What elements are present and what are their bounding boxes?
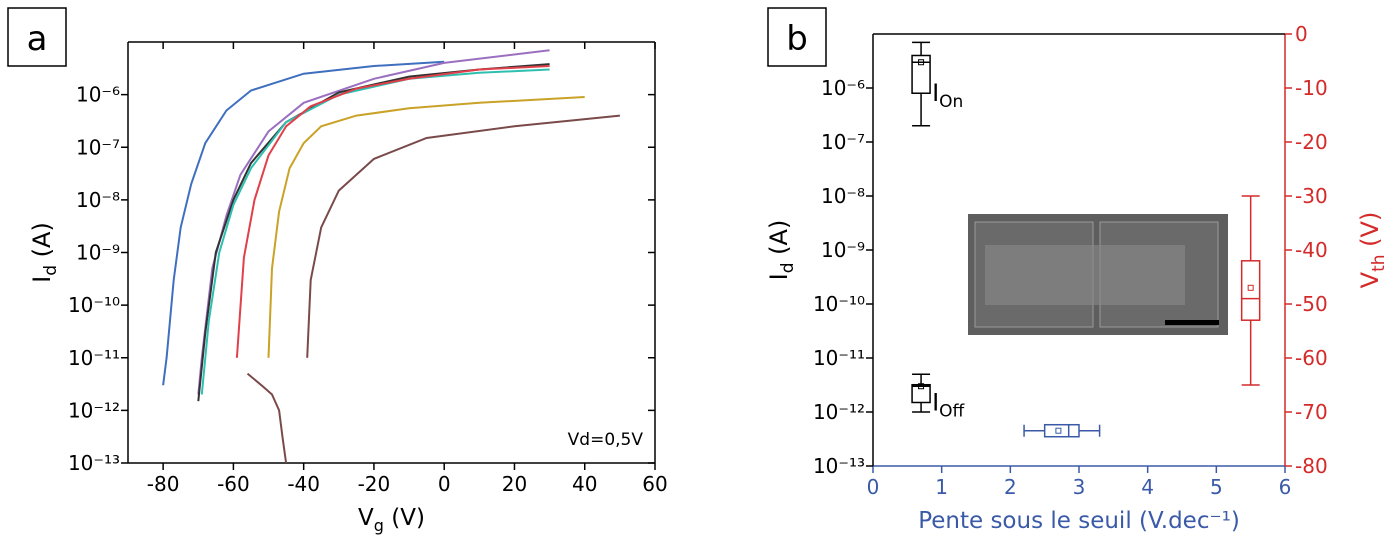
panel-label-box [767,7,827,67]
x-tick-label: 60 [642,472,667,496]
x-tick-label: -20 [358,472,391,496]
curve [200,68,550,395]
y2-tick-label: -80 [1295,454,1328,478]
inset-image [968,214,1228,335]
y2-tick-label: -20 [1295,130,1328,154]
mean [1247,284,1254,291]
axis-label: Vg (V) [358,505,425,535]
axis-label: IOn [932,79,963,112]
x-tick-label: 0 [438,472,451,496]
x-tick-label: 1 [935,475,948,499]
label-sub: Off [939,401,965,421]
y2-tick-label: -30 [1295,184,1328,208]
label-tail: (A) [28,222,56,265]
x-tick-label: 40 [572,472,597,496]
y-tick-label: 10⁻⁶ [821,76,865,100]
y-tick-label: 10⁻¹¹ [813,346,865,370]
box [1043,423,1080,438]
label-text: I [932,79,939,107]
y2-tick-label: -60 [1295,346,1328,370]
y-tick-label: 10⁻⁹ [76,241,120,265]
axis-label: IOff [932,388,965,421]
mean [918,59,925,66]
panel-label: b [786,19,808,59]
y2-tick-label: -10 [1295,76,1328,100]
x-tick-label: -40 [287,472,320,496]
axis-label: Vth (V) [1356,212,1389,289]
y-tick-label: 10⁻⁸ [821,184,865,208]
curve [162,60,445,386]
label-sub: d [778,262,798,273]
label-text: Pente sous le seuil (V.dec⁻¹) [918,508,1240,534]
y-tick-label: 10⁻¹² [68,398,120,422]
box [911,54,931,94]
label-sub: th [1369,254,1389,271]
y-tick-label: 10⁻⁹ [821,238,865,262]
y2-tick-label: 0 [1295,22,1308,46]
annotation: Vd=0,5V [568,430,644,450]
x-tick-label: 2 [1004,475,1017,499]
y-tick-label: 10⁻¹³ [813,454,865,478]
x-tick-label: -80 [147,472,180,496]
y-tick-label: 10⁻¹³ [68,451,120,475]
label-text: I [28,276,56,283]
y-tick-label: 10⁻¹² [813,400,865,424]
y-tick-label: 10⁻⁷ [76,135,120,159]
label-text: I [765,273,793,280]
panel-label-box [7,7,67,67]
label-sub: d [41,265,61,276]
x-tick-label: -60 [217,472,250,496]
x-tick-label: 20 [502,472,527,496]
label-tail: (V) [384,505,425,531]
y-tick-label: 10⁻⁸ [76,188,120,212]
y-tick-label: 10⁻⁷ [821,130,865,154]
y-tick-label: 10⁻¹⁰ [68,293,120,317]
panel-label: a [27,19,48,59]
label-text: V [358,505,374,531]
y-tick-label: 10⁻⁶ [76,83,120,107]
x-tick-label: 5 [1210,475,1223,499]
mean [1055,427,1062,434]
mean [918,383,925,390]
axis-label: Pente sous le seuil (V.dec⁻¹) [918,508,1240,534]
y2-tick-label: -50 [1295,292,1328,316]
x-tick-label: 6 [1279,475,1292,499]
label-text: I [932,388,939,416]
curve [197,63,550,402]
y2-tick-label: -70 [1295,400,1328,424]
curve [235,65,550,358]
y-tick-label: 10⁻¹¹ [68,346,120,370]
y-tick-label: 10⁻¹⁰ [813,292,865,316]
axis-label: Id (A) [765,220,798,281]
label-sub: On [939,92,963,112]
label-sub: g [374,516,384,535]
x-tick-label: 3 [1073,475,1086,499]
x-tick-label: 0 [867,475,880,499]
label-tail: (A) [765,220,793,263]
curve [267,96,585,358]
label-tail: (V) [1356,212,1384,255]
label-text: V [1356,271,1384,288]
box [911,383,931,404]
curve [246,114,621,464]
y2-tick-label: -40 [1295,238,1328,262]
x-tick-label: 4 [1141,475,1154,499]
axis-label: Id (A) [28,222,61,283]
